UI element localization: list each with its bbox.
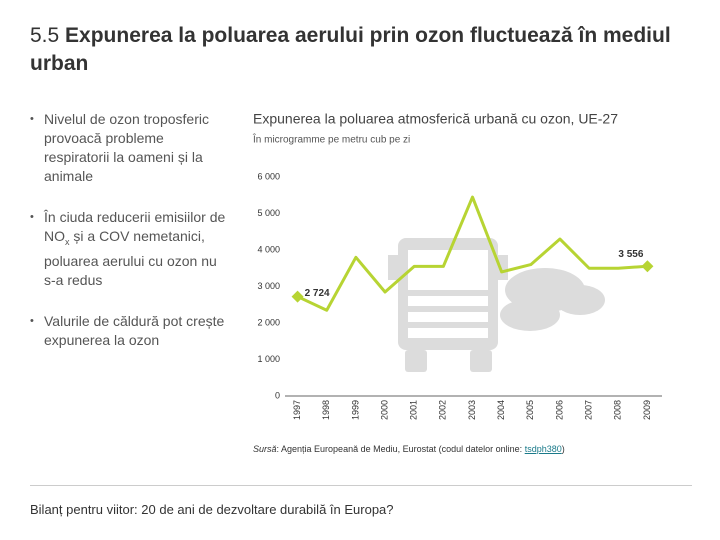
chart-title: Expunerea la poluarea atmosferică urbană…: [253, 111, 618, 127]
chart-subtitle: În microgramme pe metru cub pe zi: [252, 133, 410, 146]
y-tick-label: 5 000: [257, 208, 280, 218]
y-tick-label: 4 000: [257, 244, 280, 254]
y-tick-label: 0: [275, 390, 280, 400]
x-tick-label: 1997: [292, 400, 302, 420]
x-tick-label: 2007: [583, 400, 593, 420]
series-line: [296, 195, 648, 312]
bullet: Valurile de căldură pot crește expunerea…: [30, 312, 230, 350]
point-marker: [291, 290, 304, 303]
x-tick-label: 2004: [496, 400, 506, 420]
source-label: Sursă: [253, 444, 277, 454]
divider: [30, 485, 692, 486]
title-number: 5.5: [30, 24, 60, 47]
source-link[interactable]: tsdph380: [524, 444, 562, 454]
footer: Bilanț pentru viitor: 20 de ani de dezvo…: [30, 502, 394, 517]
x-tick-label: 2009: [642, 400, 652, 420]
y-tick-label: 6 000: [257, 171, 280, 181]
slide-title: 5.5 Expunerea la poluarea aerului prin o…: [30, 22, 700, 78]
title-text: Expunerea la poluarea aerului prin ozon …: [30, 24, 671, 75]
value-label: 2 724: [305, 288, 330, 299]
x-tick-label: 2005: [525, 400, 535, 420]
source-end: ): [561, 444, 565, 454]
point-marker: [641, 260, 654, 273]
x-tick-label: 1999: [350, 400, 360, 420]
x-tick-label: 2006: [554, 400, 564, 420]
y-tick-label: 1 000: [257, 354, 280, 364]
y-tick-label: 3 000: [257, 281, 280, 291]
bullet: Nivelul de ozon troposferic provoacă pro…: [30, 110, 230, 186]
value-label: 3 556: [618, 249, 643, 260]
bullet-text: și a COV nemetanici, poluarea aerului cu…: [44, 228, 217, 288]
x-tick-label: 2008: [613, 400, 623, 420]
source-text: : Agenția Europeană de Mediu, Eurostat (…: [276, 444, 525, 454]
x-tick-label: 1998: [321, 400, 331, 420]
bullet: În ciuda reducerii emisiilor de NOx și a…: [30, 208, 230, 290]
bullet-text: Nivelul de ozon troposferic provoacă pro…: [44, 111, 209, 184]
y-tick-label: 2 000: [257, 317, 280, 327]
x-tick-label: 2003: [467, 400, 477, 420]
x-tick-label: 2000: [379, 400, 389, 420]
subscript: x: [65, 236, 70, 247]
x-tick-label: 2002: [438, 400, 448, 420]
source: Sursă: Agenția Europeană de Mediu, Euros…: [253, 444, 565, 454]
x-tick-label: 2001: [409, 400, 419, 420]
bullet-text: Valurile de căldură pot crește expunerea…: [44, 312, 225, 348]
bullet-text: În ciuda reducerii emisiilor de NO: [44, 209, 226, 244]
bullet-list: Nivelul de ozon troposferic provoacă pro…: [30, 110, 230, 372]
chart: Expunerea la poluarea atmosferică urbană…: [252, 111, 662, 420]
